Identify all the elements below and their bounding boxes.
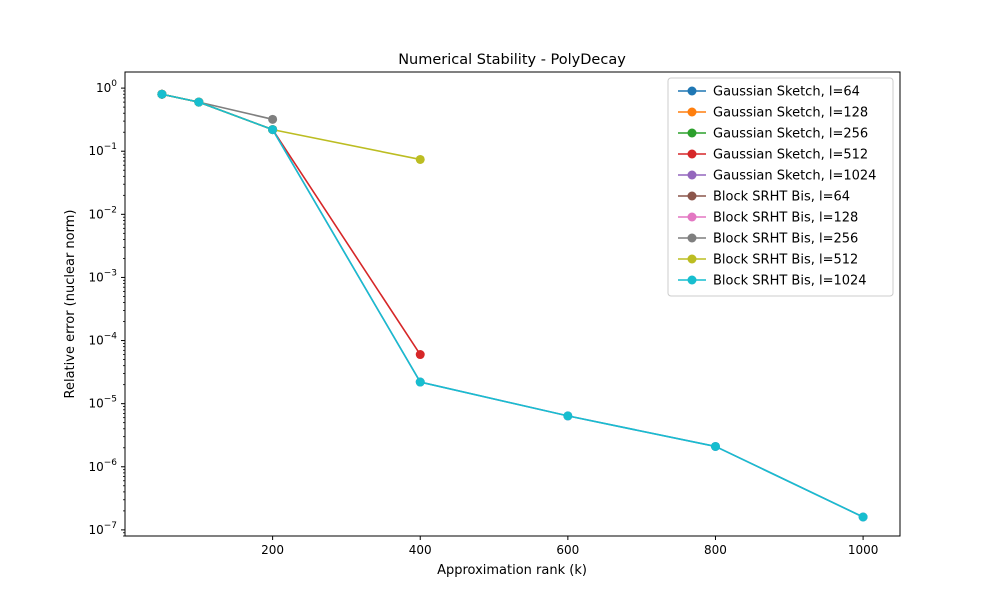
- y-tick-label: 10−1: [88, 142, 117, 158]
- data-point: [415, 350, 425, 360]
- legend-box: [667, 77, 894, 297]
- legend-item: Gaussian Sketch, l=128: [678, 106, 868, 121]
- data-point: [194, 97, 204, 107]
- data-point: [157, 89, 167, 99]
- axis-ticks: 200 400 600 800 1000 100 10−1 10−2 10−3 10−4 10−5 1…: [88, 79, 878, 557]
- legend-item: Block SRHT Bis, l=1024: [678, 274, 867, 289]
- legend-item: Block SRHT Bis, l=256: [678, 232, 858, 247]
- y-tick-label: 10−6: [88, 458, 117, 474]
- legend-swatch-marker: [687, 86, 697, 96]
- x-tick-label: 200: [261, 543, 284, 557]
- legend-item: Block SRHT Bis, l=512: [678, 253, 858, 268]
- legend-swatch-marker: [687, 149, 697, 159]
- x-axis-label: Approximation rank (k): [437, 563, 587, 578]
- legend-item: Gaussian Sketch, l=1024: [678, 169, 876, 184]
- legend-swatch-marker: [687, 275, 697, 285]
- legend-label: Gaussian Sketch, l=256: [713, 127, 868, 142]
- data-point: [268, 114, 278, 124]
- legend-label: Block SRHT Bis, l=64: [713, 190, 850, 205]
- legend-item: Gaussian Sketch, l=256: [678, 127, 868, 142]
- y-tick-label: 10−3: [88, 268, 117, 284]
- legend-swatch-marker: [687, 233, 697, 243]
- data-point: [563, 411, 573, 421]
- legend-item: Block SRHT Bis, l=128: [678, 211, 858, 226]
- data-point: [268, 125, 278, 135]
- y-tick-label: 10−7: [88, 521, 117, 537]
- legend-swatch-marker: [687, 212, 697, 222]
- plot-frame: [124, 71, 901, 537]
- legend: Gaussian Sketch, l=64 Gaussian Sketch, l=…: [667, 77, 894, 297]
- legend-label: Block SRHT Bis, l=128: [713, 211, 858, 226]
- x-tick-label: 600: [556, 543, 579, 557]
- legend-label: Gaussian Sketch, l=128: [713, 106, 868, 121]
- chart-title: Numerical Stability - PolyDecay: [398, 52, 626, 68]
- x-tick-label: 1000: [848, 543, 879, 557]
- legend-swatch-marker: [687, 254, 697, 264]
- plot-area: [157, 89, 868, 522]
- x-tick-label: 800: [704, 543, 727, 557]
- y-tick-label: 10−5: [88, 395, 117, 411]
- y-axis-label: Relative error (nuclear norm): [63, 210, 78, 399]
- legend-swatch-marker: [687, 191, 697, 201]
- legend-swatch-marker: [687, 170, 697, 180]
- legend-label: Block SRHT Bis, l=1024: [713, 274, 867, 289]
- y-tick-label: 100: [96, 79, 117, 95]
- legend-item: Gaussian Sketch, l=512: [678, 148, 868, 163]
- legend-item: Gaussian Sketch, l=64: [678, 85, 860, 100]
- legend-label: Gaussian Sketch, l=64: [713, 85, 860, 100]
- data-point: [415, 154, 425, 164]
- y-tick-label: 10−2: [88, 205, 117, 221]
- x-tick-label: 400: [409, 543, 432, 557]
- legend-label: Gaussian Sketch, l=1024: [713, 169, 876, 184]
- data-point: [415, 377, 425, 387]
- y-tick-label: 10−4: [88, 332, 117, 348]
- series-group: [157, 89, 868, 522]
- legend-label: Block SRHT Bis, l=256: [713, 232, 858, 247]
- legend-item: Block SRHT Bis, l=64: [678, 190, 850, 205]
- legend-label: Block SRHT Bis, l=512: [713, 253, 858, 268]
- legend-swatch-marker: [687, 107, 697, 117]
- legend-label: Gaussian Sketch, l=512: [713, 148, 868, 163]
- data-point: [858, 512, 868, 522]
- data-point: [710, 441, 720, 451]
- legend-swatch-marker: [687, 128, 697, 138]
